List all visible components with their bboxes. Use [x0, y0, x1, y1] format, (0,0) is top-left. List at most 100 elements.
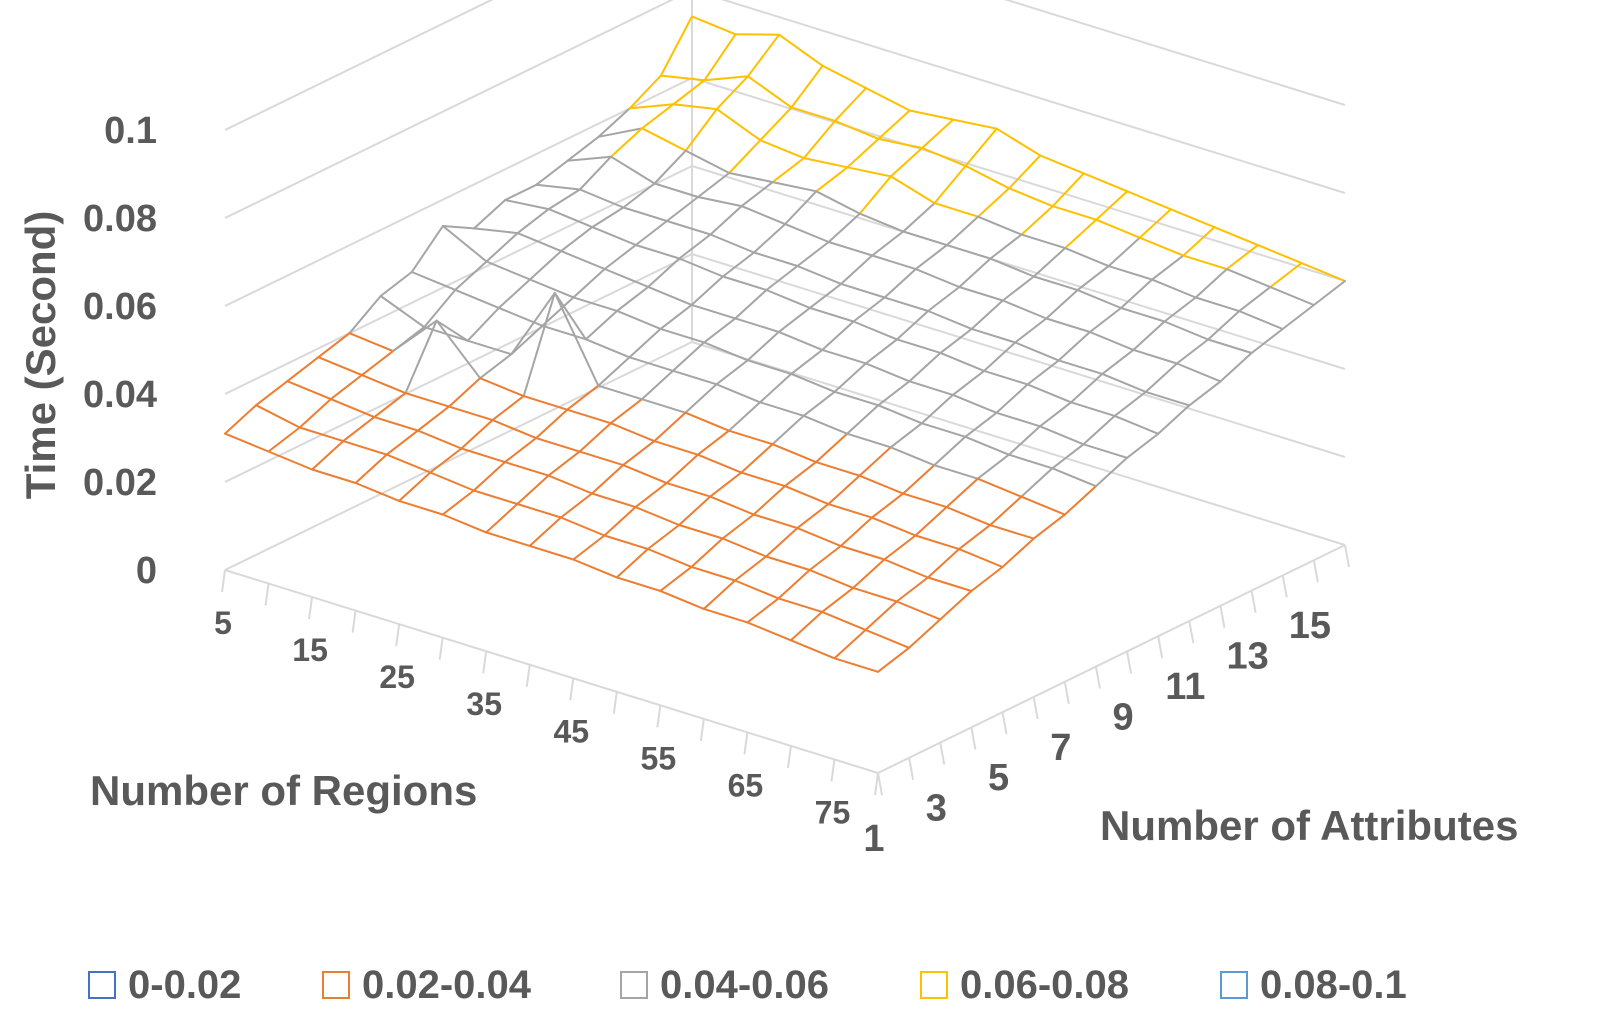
surface-segment — [1188, 380, 1222, 407]
surface-segment — [808, 282, 843, 309]
surface-segment — [473, 199, 507, 230]
surface-segment — [921, 118, 955, 149]
surface-segment — [902, 492, 948, 509]
surface-segment — [622, 440, 656, 467]
surface-segment — [255, 380, 289, 407]
z-tick-label: 0.1 — [104, 110, 157, 152]
surface-segment — [423, 288, 457, 329]
z-tick-label: 0.08 — [83, 198, 157, 240]
surface-segment — [578, 188, 625, 209]
x-tick-mark — [351, 610, 357, 633]
legend-swatch — [322, 971, 350, 999]
surface-segment — [354, 453, 388, 484]
surface-segment — [970, 327, 1017, 344]
surface-segment — [952, 118, 998, 130]
x-tick-label: 15 — [292, 632, 328, 668]
surface-segment — [1051, 467, 1097, 488]
legend-label: 0-0.02 — [128, 962, 242, 1007]
surface-segment — [410, 271, 457, 291]
surface-segment — [665, 482, 712, 498]
surface-segment — [889, 446, 936, 467]
surface-segment — [871, 254, 917, 271]
surface-segment — [976, 453, 1010, 480]
surface-segment — [833, 362, 867, 393]
surface-segment — [740, 443, 774, 474]
surface-segment — [516, 232, 563, 253]
surface-segment — [529, 250, 563, 281]
x-axis-title: Number of Regions — [90, 767, 477, 814]
surface-segment — [920, 393, 954, 425]
surface-segment — [672, 341, 706, 372]
surface-segment — [746, 359, 793, 375]
surface-segment — [1312, 280, 1346, 306]
y-tick-label: 15 — [1289, 605, 1331, 647]
surface-segment — [1138, 208, 1172, 239]
surface-segment — [1045, 289, 1079, 320]
surface-segment — [1039, 425, 1085, 446]
surface-segment — [1175, 362, 1222, 383]
surface-segment — [883, 558, 929, 579]
surface-segment — [858, 474, 905, 495]
z-gridline — [224, 0, 1346, 131]
surface-segment — [709, 233, 755, 254]
surface-segment — [870, 516, 917, 537]
y-tick-label: 11 — [1165, 666, 1205, 708]
legend-label: 0.08-0.1 — [1260, 962, 1407, 1007]
surface-segment — [709, 495, 755, 516]
surface-segment — [441, 225, 488, 263]
surface-segment — [852, 296, 886, 323]
surface-segment — [789, 610, 824, 642]
surface-segment — [591, 226, 637, 246]
surface-segment — [759, 401, 805, 417]
surface-segment — [1269, 262, 1303, 289]
surface-segment — [348, 295, 382, 335]
surface-segment — [926, 576, 973, 592]
surface-segment — [790, 106, 836, 122]
surface-segment — [410, 225, 444, 273]
surface-segment — [634, 244, 681, 260]
surface-segment — [441, 489, 475, 516]
surface-segment — [591, 206, 625, 229]
surface-segment — [634, 506, 681, 526]
surface-segment — [329, 374, 363, 401]
x-tick-label: 45 — [553, 713, 589, 749]
surface-segment — [696, 429, 730, 456]
surface-segment — [224, 432, 270, 453]
surface-segment — [939, 590, 973, 621]
surface-segment — [1132, 348, 1178, 365]
surface-segment — [1008, 187, 1054, 208]
y-tick-label: 1 — [863, 818, 884, 860]
surface-segment — [790, 348, 824, 375]
surface-segment — [454, 288, 500, 309]
y-tick-mark — [877, 772, 883, 796]
surface-segment — [634, 220, 668, 246]
surface-segment — [914, 534, 960, 551]
surface-segment — [908, 618, 942, 649]
surface-segment — [1144, 390, 1191, 407]
surface-segment — [503, 437, 538, 464]
surface-segment — [821, 64, 868, 90]
surface-segment — [672, 369, 718, 386]
surface-segment — [547, 208, 594, 229]
surface-segment — [852, 558, 886, 589]
surface-segment — [454, 260, 488, 291]
surface-segment — [298, 426, 345, 443]
surface-segment — [827, 503, 873, 519]
surface-segment — [640, 398, 687, 414]
y-tick-mark — [1032, 696, 1039, 720]
surface-segment — [690, 303, 737, 320]
surface-segment — [317, 356, 363, 377]
surface-segment — [889, 422, 923, 449]
z-gridline — [224, 76, 1346, 307]
y-tick-mark — [1063, 681, 1070, 704]
surface-segment — [877, 404, 923, 425]
surface-segment — [958, 548, 1004, 568]
surface-segment — [759, 106, 793, 142]
surface-segment — [1082, 414, 1116, 446]
surface-segment — [640, 369, 674, 401]
y-tick-mark — [1157, 636, 1164, 659]
surface-segment — [591, 464, 625, 495]
surface-segment — [1163, 320, 1210, 341]
surface-segment — [790, 64, 824, 109]
surface-segment — [883, 268, 917, 299]
